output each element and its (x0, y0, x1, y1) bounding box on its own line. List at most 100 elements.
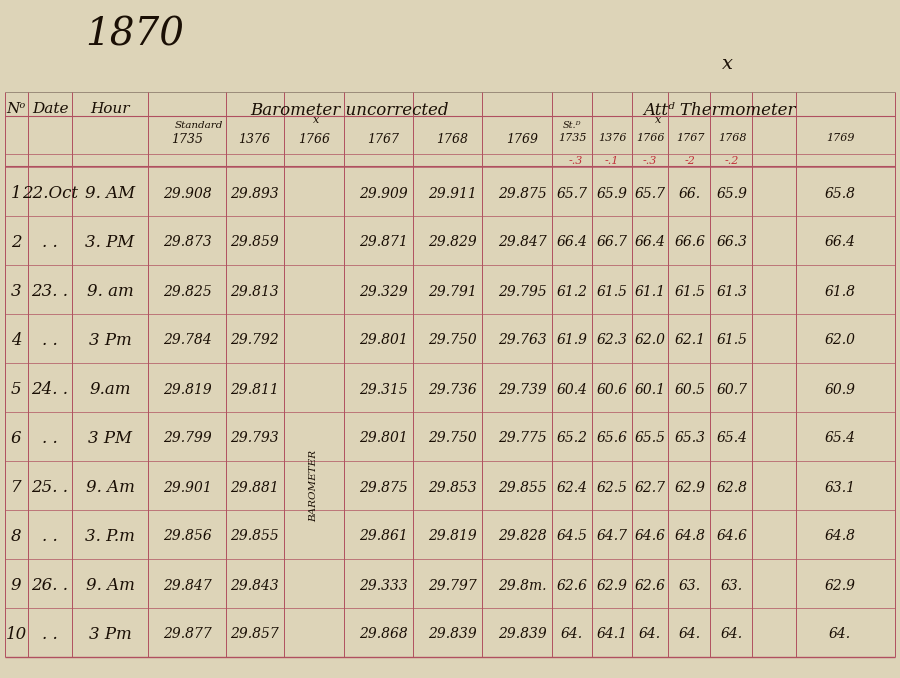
Text: BAROMETER: BAROMETER (310, 450, 319, 521)
Text: 62.7: 62.7 (634, 481, 665, 494)
Text: 3. P.m: 3. P.m (86, 528, 135, 545)
Text: 5: 5 (11, 381, 22, 398)
Text: 8: 8 (11, 528, 22, 545)
Text: 9.am: 9.am (89, 381, 130, 398)
Text: 29.333: 29.333 (358, 578, 408, 593)
Text: 65.8: 65.8 (824, 186, 856, 201)
Text: 64.: 64. (639, 628, 662, 641)
Text: 61.9: 61.9 (556, 334, 588, 348)
Text: 1376: 1376 (238, 133, 270, 146)
Text: 64.8: 64.8 (674, 530, 706, 544)
Text: 60.5: 60.5 (674, 382, 706, 397)
Text: 62.5: 62.5 (597, 481, 627, 494)
Text: 62.4: 62.4 (556, 481, 588, 494)
Text: 29.881: 29.881 (230, 481, 278, 494)
Text: 61.5: 61.5 (674, 285, 706, 298)
Text: 66.: 66. (679, 186, 701, 201)
Text: 61.5: 61.5 (597, 285, 627, 298)
Text: 65.2: 65.2 (556, 431, 588, 445)
Text: 61.5: 61.5 (716, 334, 748, 348)
Text: 29.775: 29.775 (498, 431, 546, 445)
Text: 22.Oct: 22.Oct (22, 185, 78, 202)
Text: 64.6: 64.6 (716, 530, 748, 544)
Text: 1735: 1735 (171, 133, 203, 146)
Text: 64.: 64. (721, 628, 743, 641)
Text: 60.9: 60.9 (824, 382, 856, 397)
Text: Barometer uncorrected: Barometer uncorrected (251, 102, 449, 119)
Text: 29.855: 29.855 (230, 530, 278, 544)
Text: 3 Pm: 3 Pm (88, 626, 131, 643)
Text: 61.2: 61.2 (556, 285, 588, 298)
Text: 6: 6 (11, 430, 22, 447)
Text: 63.1: 63.1 (824, 481, 856, 494)
Text: 29.839: 29.839 (498, 628, 546, 641)
Text: 9. Am: 9. Am (86, 577, 134, 594)
Text: 62.8: 62.8 (716, 481, 748, 494)
Text: 65.3: 65.3 (674, 431, 706, 445)
Text: 29.811: 29.811 (230, 382, 278, 397)
Text: 1376: 1376 (598, 133, 626, 143)
Text: 65.6: 65.6 (597, 431, 627, 445)
Text: 29.329: 29.329 (358, 285, 408, 298)
Text: 29.801: 29.801 (358, 334, 408, 348)
Text: 29.825: 29.825 (163, 285, 212, 298)
Text: 1769: 1769 (826, 133, 854, 143)
Text: 29.868: 29.868 (358, 628, 408, 641)
Text: 64.5: 64.5 (556, 530, 588, 544)
Text: 66.4: 66.4 (824, 235, 856, 250)
Text: 29.828: 29.828 (498, 530, 546, 544)
Text: 29.819: 29.819 (163, 382, 212, 397)
Text: 1769: 1769 (506, 133, 538, 146)
Text: -2: -2 (685, 156, 696, 166)
Text: 29.801: 29.801 (358, 431, 408, 445)
Text: 29.859: 29.859 (230, 235, 278, 250)
Text: 3. PM: 3. PM (86, 234, 135, 251)
Text: 29.750: 29.750 (428, 431, 476, 445)
Text: 29.792: 29.792 (230, 334, 278, 348)
Text: 25. .: 25. . (32, 479, 68, 496)
Text: 29.847: 29.847 (163, 578, 212, 593)
Text: 29.901: 29.901 (163, 481, 212, 494)
Text: 64.: 64. (679, 628, 701, 641)
Text: 9. am: 9. am (86, 283, 133, 300)
Text: Date: Date (32, 102, 68, 116)
Text: 65.4: 65.4 (716, 431, 748, 445)
Text: 62.3: 62.3 (597, 334, 627, 348)
Text: 60.7: 60.7 (716, 382, 748, 397)
Text: 29.875: 29.875 (498, 186, 546, 201)
Text: 29.793: 29.793 (230, 431, 278, 445)
Text: 64.6: 64.6 (634, 530, 665, 544)
Text: 64.1: 64.1 (597, 628, 627, 641)
Text: -.3: -.3 (569, 156, 583, 166)
Text: 66.6: 66.6 (674, 235, 706, 250)
Text: -.3: -.3 (643, 156, 657, 166)
Text: 60.4: 60.4 (556, 382, 588, 397)
Text: 29.853: 29.853 (428, 481, 476, 494)
Text: x: x (722, 55, 733, 73)
Text: . .: . . (42, 234, 58, 251)
Text: 64.8: 64.8 (824, 530, 856, 544)
Text: 29.795: 29.795 (498, 285, 546, 298)
Text: 29.856: 29.856 (163, 530, 212, 544)
Text: 29.871: 29.871 (358, 235, 408, 250)
Text: 29.763: 29.763 (498, 334, 546, 348)
Text: 66.3: 66.3 (716, 235, 748, 250)
Text: 62.9: 62.9 (824, 578, 856, 593)
Text: 66.7: 66.7 (597, 235, 627, 250)
Text: St.ᴰ: St.ᴰ (562, 121, 581, 130)
Text: 65.4: 65.4 (824, 431, 856, 445)
Text: 65.9: 65.9 (597, 186, 627, 201)
Text: 62.0: 62.0 (634, 334, 665, 348)
Text: 29.739: 29.739 (498, 382, 546, 397)
Text: 29.908: 29.908 (163, 186, 212, 201)
Text: 66.4: 66.4 (556, 235, 588, 250)
Text: 29.784: 29.784 (163, 334, 212, 348)
Text: 29.829: 29.829 (428, 235, 476, 250)
Text: . .: . . (42, 528, 58, 545)
Text: 63.: 63. (679, 578, 701, 593)
Text: 29.839: 29.839 (428, 628, 476, 641)
Text: 29.857: 29.857 (230, 628, 278, 641)
Text: 62.1: 62.1 (674, 334, 706, 348)
Text: 26. .: 26. . (32, 577, 68, 594)
Text: 3: 3 (11, 283, 22, 300)
